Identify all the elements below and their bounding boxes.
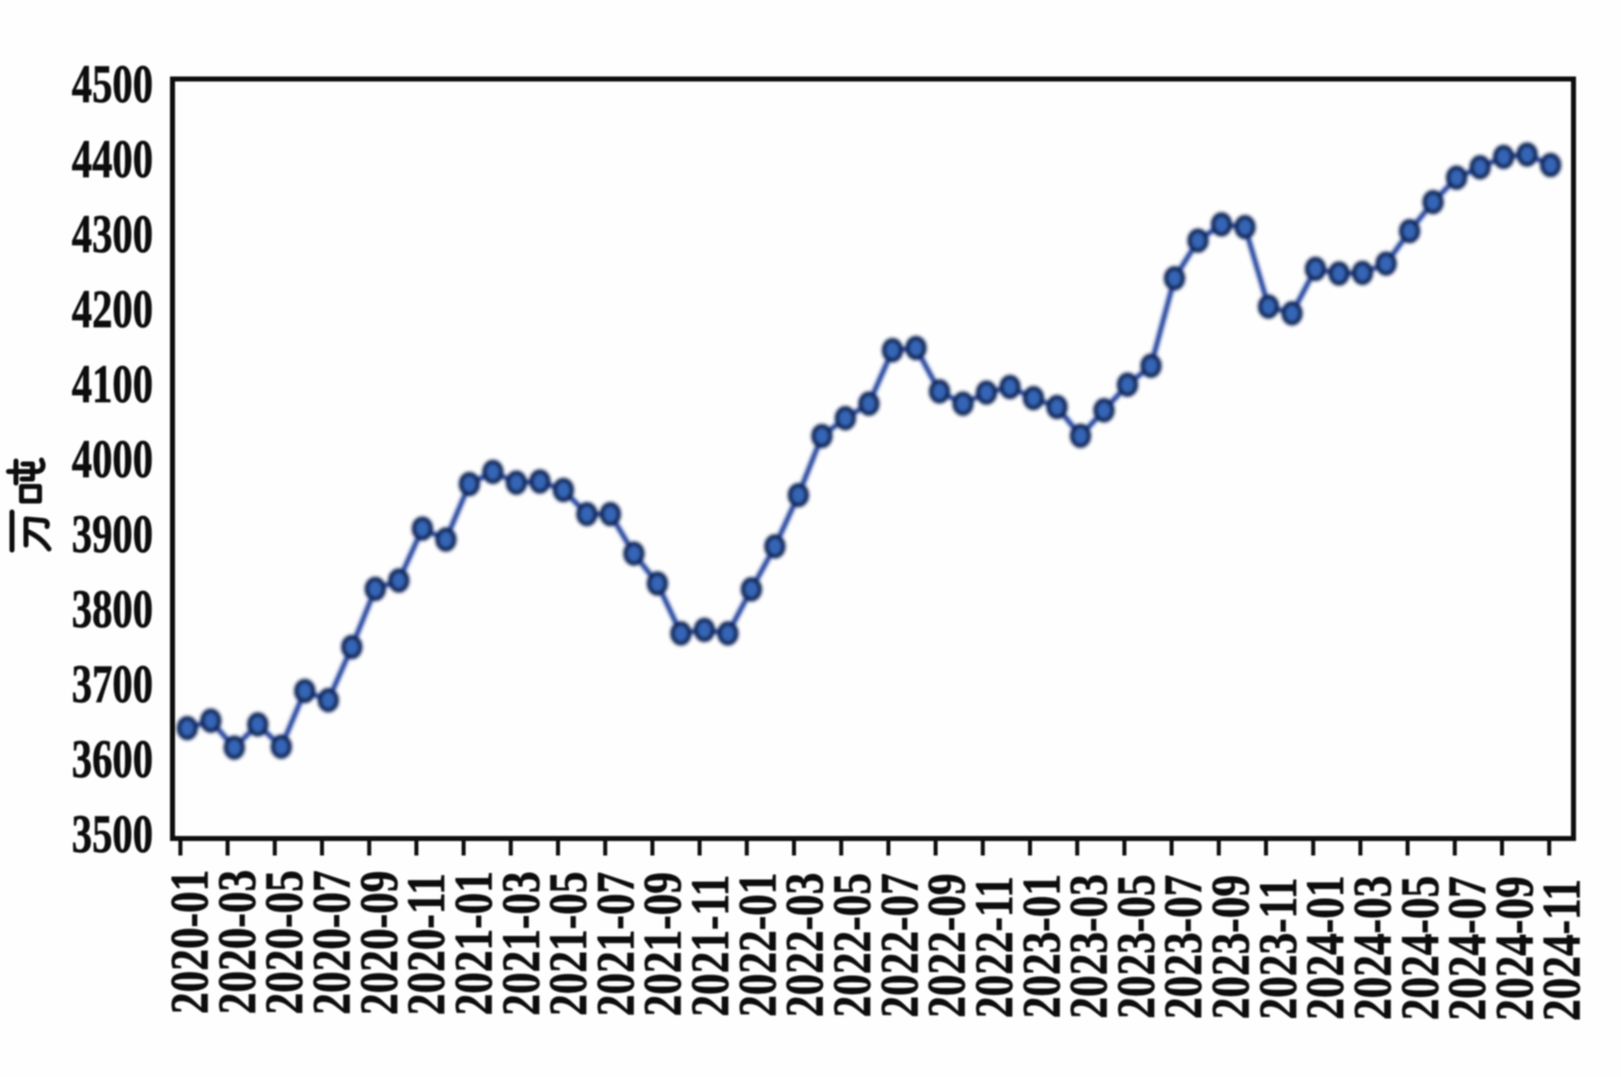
svg-text:2022-09: 2022-09 — [916, 873, 977, 1017]
svg-text:2024-01: 2024-01 — [1295, 875, 1356, 1019]
svg-text:2020-09: 2020-09 — [348, 871, 409, 1015]
svg-text:2023-03: 2023-03 — [1058, 874, 1119, 1018]
svg-text:2023-01: 2023-01 — [1011, 874, 1072, 1018]
svg-text:2020-01: 2020-01 — [159, 870, 220, 1014]
svg-text:2022-03: 2022-03 — [774, 873, 835, 1017]
svg-text:2020-05: 2020-05 — [254, 870, 315, 1014]
svg-text:3500: 3500 — [72, 804, 153, 864]
svg-text:2021-07: 2021-07 — [585, 872, 646, 1016]
svg-text:2022-11: 2022-11 — [963, 876, 1024, 1018]
svg-text:4500: 4500 — [72, 54, 153, 114]
svg-text:2024-07: 2024-07 — [1437, 876, 1498, 1020]
svg-text:3600: 3600 — [72, 729, 153, 789]
svg-text:2022-07: 2022-07 — [869, 873, 930, 1017]
svg-text:4000: 4000 — [72, 429, 153, 489]
svg-text:2021-03: 2021-03 — [490, 871, 551, 1015]
svg-text:3700: 3700 — [72, 654, 153, 714]
svg-text:2021-09: 2021-09 — [632, 872, 693, 1016]
svg-text:4200: 4200 — [72, 279, 153, 339]
svg-text:2020-11: 2020-11 — [396, 873, 457, 1015]
svg-text:2024-11: 2024-11 — [1531, 879, 1592, 1021]
svg-text:2024-09: 2024-09 — [1484, 876, 1545, 1020]
svg-text:2023-11: 2023-11 — [1247, 878, 1308, 1020]
svg-text:2020-07: 2020-07 — [301, 870, 362, 1014]
svg-text:2021-05: 2021-05 — [538, 872, 599, 1016]
svg-text:2022-05: 2022-05 — [821, 873, 882, 1017]
svg-text:4100: 4100 — [72, 354, 153, 414]
svg-text:3800: 3800 — [72, 579, 153, 639]
svg-text:4300: 4300 — [72, 204, 153, 264]
svg-text:2020-03: 2020-03 — [206, 870, 267, 1014]
svg-text:2021-01: 2021-01 — [443, 871, 504, 1015]
svg-text:2021-11: 2021-11 — [680, 875, 741, 1017]
svg-text:4400: 4400 — [72, 129, 153, 189]
svg-text:2023-05: 2023-05 — [1105, 874, 1166, 1018]
svg-text:2023-07: 2023-07 — [1153, 875, 1214, 1019]
svg-text:2022-01: 2022-01 — [727, 873, 788, 1017]
svg-text:2023-09: 2023-09 — [1200, 875, 1261, 1019]
svg-text:2024-05: 2024-05 — [1389, 876, 1450, 1020]
svg-text:3900: 3900 — [72, 504, 153, 564]
svg-text:2024-03: 2024-03 — [1342, 876, 1403, 1020]
